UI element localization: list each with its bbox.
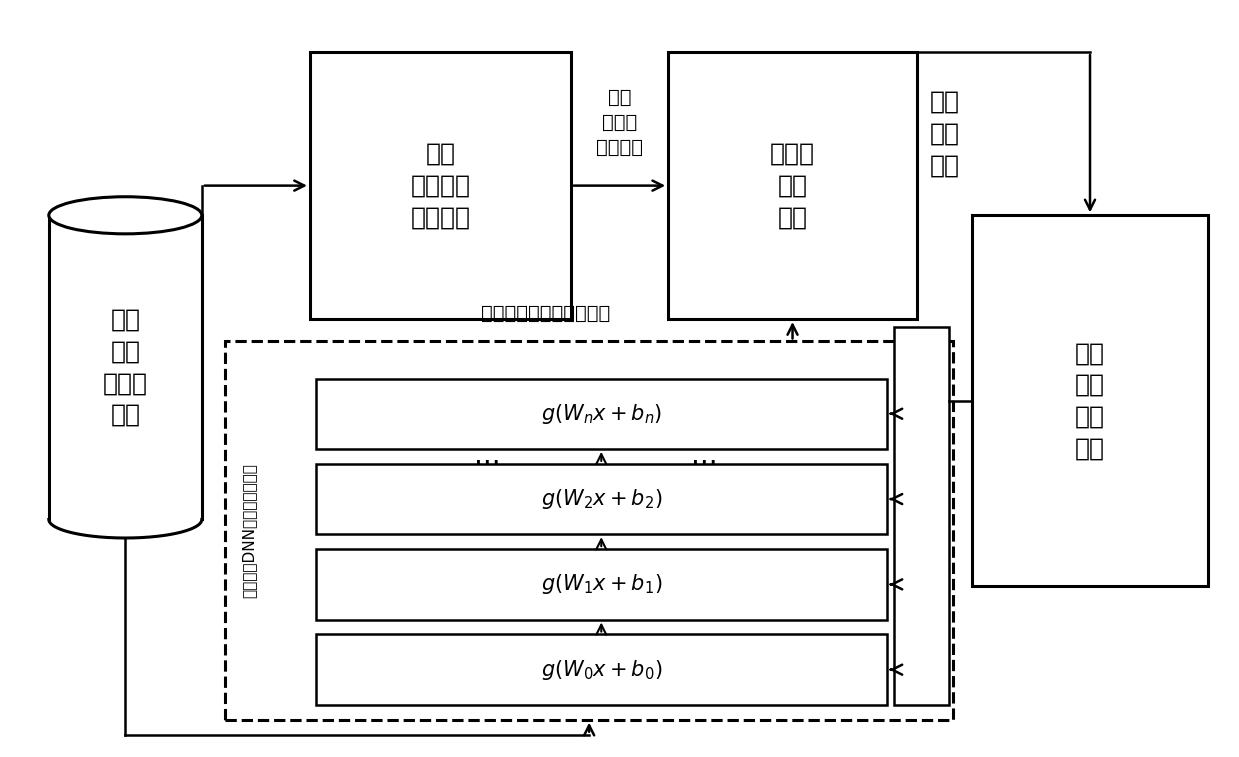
Text: 原始
被动
毫米波
图像: 原始 被动 毫米波 图像 bbox=[103, 308, 147, 427]
Bar bbox=[224, 341, 953, 720]
Text: $g(W_nx+b_n)$: $g(W_nx+b_n)$ bbox=[540, 402, 662, 425]
Text: 人体分割DNN网络层到层训练: 人体分割DNN网络层到层训练 bbox=[242, 463, 256, 598]
Ellipse shape bbox=[48, 197, 202, 234]
Text: 网络输出的人体分割结果: 网络输出的人体分割结果 bbox=[481, 304, 610, 322]
Text: ...: ... bbox=[690, 442, 717, 470]
Bar bbox=[668, 52, 917, 319]
Bar bbox=[316, 464, 887, 534]
Text: 损失
误差
反馈: 损失 误差 反馈 bbox=[929, 90, 959, 177]
Bar bbox=[316, 378, 887, 449]
Bar bbox=[971, 215, 1208, 586]
Text: ...: ... bbox=[473, 442, 501, 470]
Bar bbox=[893, 326, 949, 705]
Text: $g(W_1x+b_1)$: $g(W_1x+b_1)$ bbox=[540, 572, 662, 597]
Text: $g(W_0x+b_0)$: $g(W_0x+b_0)$ bbox=[540, 658, 662, 682]
Bar bbox=[310, 52, 571, 319]
Bar bbox=[316, 549, 887, 619]
Text: 交叉熵
损失
计算: 交叉熵 损失 计算 bbox=[769, 142, 815, 229]
Text: $g(W_2x+b_2)$: $g(W_2x+b_2)$ bbox=[540, 487, 662, 511]
Bar bbox=[316, 634, 887, 705]
Text: 人工
标定的
示教信息: 人工 标定的 示教信息 bbox=[596, 88, 643, 157]
Text: 人体
目标区域
手工标注: 人体 目标区域 手工标注 bbox=[410, 142, 471, 229]
Text: 反馈
激励
权重
更新: 反馈 激励 权重 更新 bbox=[1075, 341, 1105, 460]
